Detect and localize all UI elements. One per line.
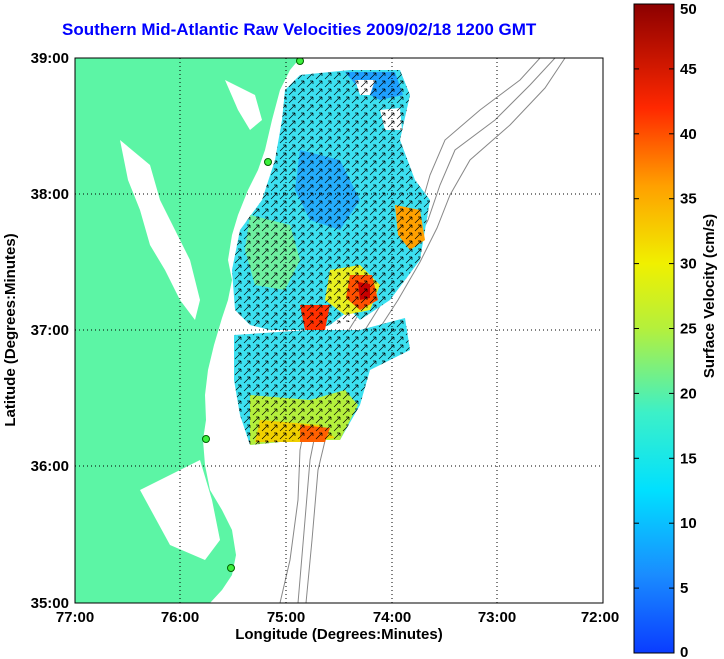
x-ticks: 77:00 76:00 75:00 74:00 73:00 72:00: [56, 609, 619, 626]
y-tick: 37:00: [31, 322, 69, 339]
x-tick: 75:00: [267, 609, 305, 626]
colorbar-tick-label: 5: [680, 580, 688, 597]
colorbar: [633, 3, 675, 654]
y-ticks: 39:00 38:00 37:00 36:00 35:00: [31, 50, 69, 612]
grid: [75, 58, 603, 603]
x-tick: 76:00: [161, 609, 199, 626]
colorbar-tick-label: 10: [680, 515, 697, 532]
colorbar-tick-label: 25: [680, 321, 697, 338]
x-tick: 74:00: [373, 609, 411, 626]
colorbar-tick-label: 20: [680, 385, 697, 402]
y-tick: 36:00: [31, 458, 69, 475]
velocity-vectors: [232, 70, 430, 330]
colorbar-tick-label: 30: [680, 256, 697, 273]
y-tick: 39:00: [31, 50, 69, 67]
y-tick: 38:00: [31, 186, 69, 203]
x-axis-label: Longitude (Degrees:Minutes): [235, 626, 443, 643]
y-axis-label: Latitude (Degrees:Minutes): [2, 233, 19, 426]
colorbar-tick-label: 40: [680, 126, 697, 143]
colorbar-tick-label: 15: [680, 450, 697, 467]
delaware-bay: [225, 80, 262, 130]
colorbar-tick-label: 0: [680, 644, 688, 659]
y-tick: 35:00: [31, 595, 69, 612]
colorbar-tick-label: 50: [680, 1, 697, 18]
colorbar-label: Surface Velocity (cm/s): [701, 214, 718, 378]
colorbar-tick-label: 45: [680, 61, 697, 78]
x-tick: 72:00: [581, 609, 619, 626]
plot-frame: [74, 57, 604, 604]
x-tick: 77:00: [56, 609, 94, 626]
velocity-vectors-south: [234, 318, 410, 445]
x-tick: 73:00: [478, 609, 516, 626]
colorbar-tick-label: 35: [680, 191, 697, 208]
radar-sites: [202, 58, 304, 572]
colorbar-ticks: 0 5 10 15 20 25 30 35 40 45 50: [634, 1, 697, 659]
